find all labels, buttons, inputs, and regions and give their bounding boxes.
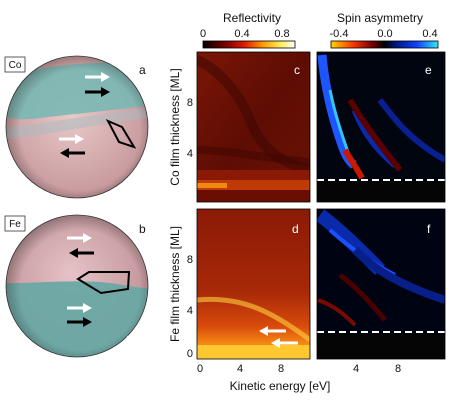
scale-bar-label-a: 1 μm [126, 176, 146, 186]
heatmap-d: d [196, 208, 311, 360]
x-tick-f-4: 4 [353, 363, 359, 375]
arrow-black-a1 [85, 87, 110, 97]
arrow-black-b1 [69, 248, 94, 258]
arrow-black-b2 [67, 317, 92, 327]
x-tick-d-4: 4 [237, 363, 243, 375]
element-label-fe: Fe [9, 219, 21, 230]
panel-label-c: c [294, 63, 300, 77]
colorbar-spin: Spin asymmetry -0.4 0.0 0.4 [330, 11, 439, 49]
image-panel-b: b 1 μm Fe [4, 214, 149, 358]
colorbar-title-spin: Spin asymmetry [337, 11, 423, 25]
colorbar-tick-r0: 0 [200, 28, 206, 40]
heatmap-e: e [316, 51, 446, 203]
colorbar-tick-r1: 0.4 [234, 28, 249, 40]
colorbar-tick-s0: -0.4 [330, 28, 349, 40]
arrow-white-d2 [271, 338, 298, 348]
image-panel-a: a 1 μm Co [4, 55, 149, 199]
y-tick-co-8: 8 [187, 97, 193, 109]
x-tick-f-8: 8 [395, 363, 401, 375]
arrow-white-d1 [259, 326, 286, 336]
colorbar-tick-s2: 0.4 [422, 28, 437, 40]
x-tick-d-8: 8 [278, 363, 284, 375]
colorbar-title-reflectivity: Reflectivity [223, 11, 281, 25]
scale-bar-b [125, 346, 149, 348]
scale-bar-a [125, 188, 149, 190]
y-tick-fe-4: 4 [187, 305, 193, 317]
y-axis-label-co: Co film thickness [ML] [168, 68, 182, 185]
panel-label-b: b [139, 222, 146, 236]
y-tick-co-4: 4 [187, 148, 193, 160]
arrow-white-a2 [59, 134, 84, 144]
panel-label-a: a [139, 63, 146, 77]
arrow-black-a2 [60, 148, 85, 158]
y-tick-fe-8: 8 [187, 254, 193, 266]
arrow-white-b2 [67, 303, 92, 313]
heatmap-f: f [316, 208, 446, 360]
scale-bar-label-b: 1 μm [126, 334, 146, 344]
y-axis-label-fe: Fe film thickness [ML] [168, 226, 182, 342]
x-tick-d-0: 0 [197, 363, 203, 375]
x-axis-label: Kinetic energy [eV] [230, 379, 331, 393]
heatmap-c: c [196, 51, 311, 203]
y-tick-fe-0: 0 [187, 348, 193, 360]
arrow-white-a1 [85, 72, 110, 82]
colorbar-reflectivity: Reflectivity 0 0.4 0.8 [200, 11, 296, 49]
panel-label-e: e [425, 63, 432, 77]
colorbar-tick-r2: 0.8 [274, 28, 289, 40]
colorbar-tick-s1: 0.0 [377, 28, 392, 40]
panel-label-f: f [427, 222, 431, 236]
panel-label-d: d [292, 222, 299, 236]
element-label-co: Co [9, 60, 22, 71]
arrow-white-b1 [67, 233, 92, 243]
